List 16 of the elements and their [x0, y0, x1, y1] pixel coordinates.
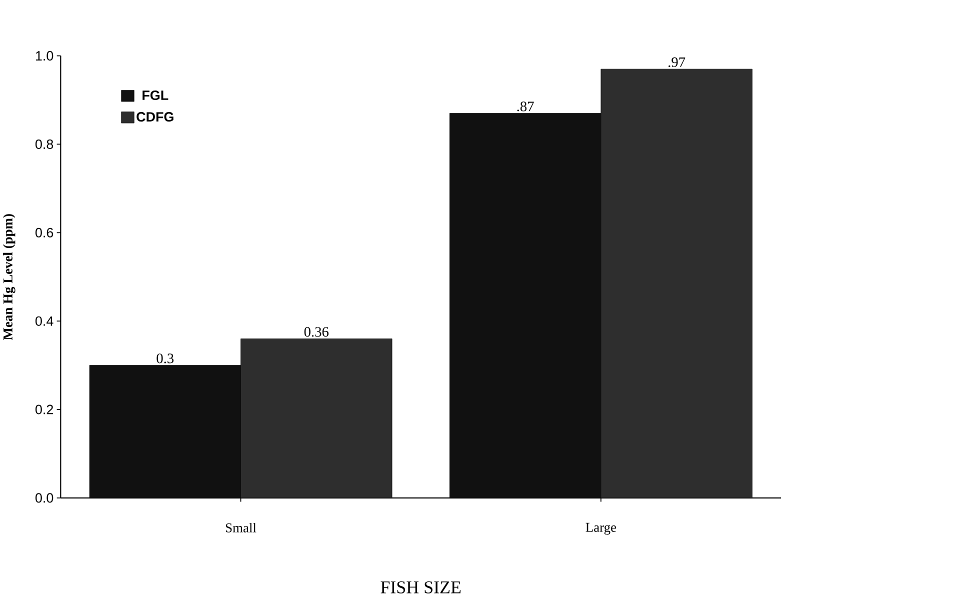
y-tick-label: 0.0 [35, 493, 54, 503]
y-tick-label: 0.6 [35, 228, 54, 238]
y-tick-label: 0.2 [35, 404, 53, 414]
data-label: 0.36 [304, 327, 329, 337]
data-label: .97 [668, 58, 686, 68]
legend-label: CDFG [136, 112, 174, 122]
data-label: .87 [517, 102, 534, 112]
y-tick-label: 0.4 [35, 316, 54, 326]
legend-label: FGL [142, 90, 168, 100]
x-tick-label: Small [226, 523, 256, 533]
x-axis-title: FISH SIZE [380, 582, 461, 594]
y-axis-title: Mean Hg Level (ppm) [3, 214, 16, 340]
x-tick-label: Large [586, 523, 616, 535]
y-tick-label: 0.8 [35, 140, 54, 150]
data-label: 0.3 [156, 354, 174, 364]
y-tick-label: 1.0 [36, 51, 54, 61]
